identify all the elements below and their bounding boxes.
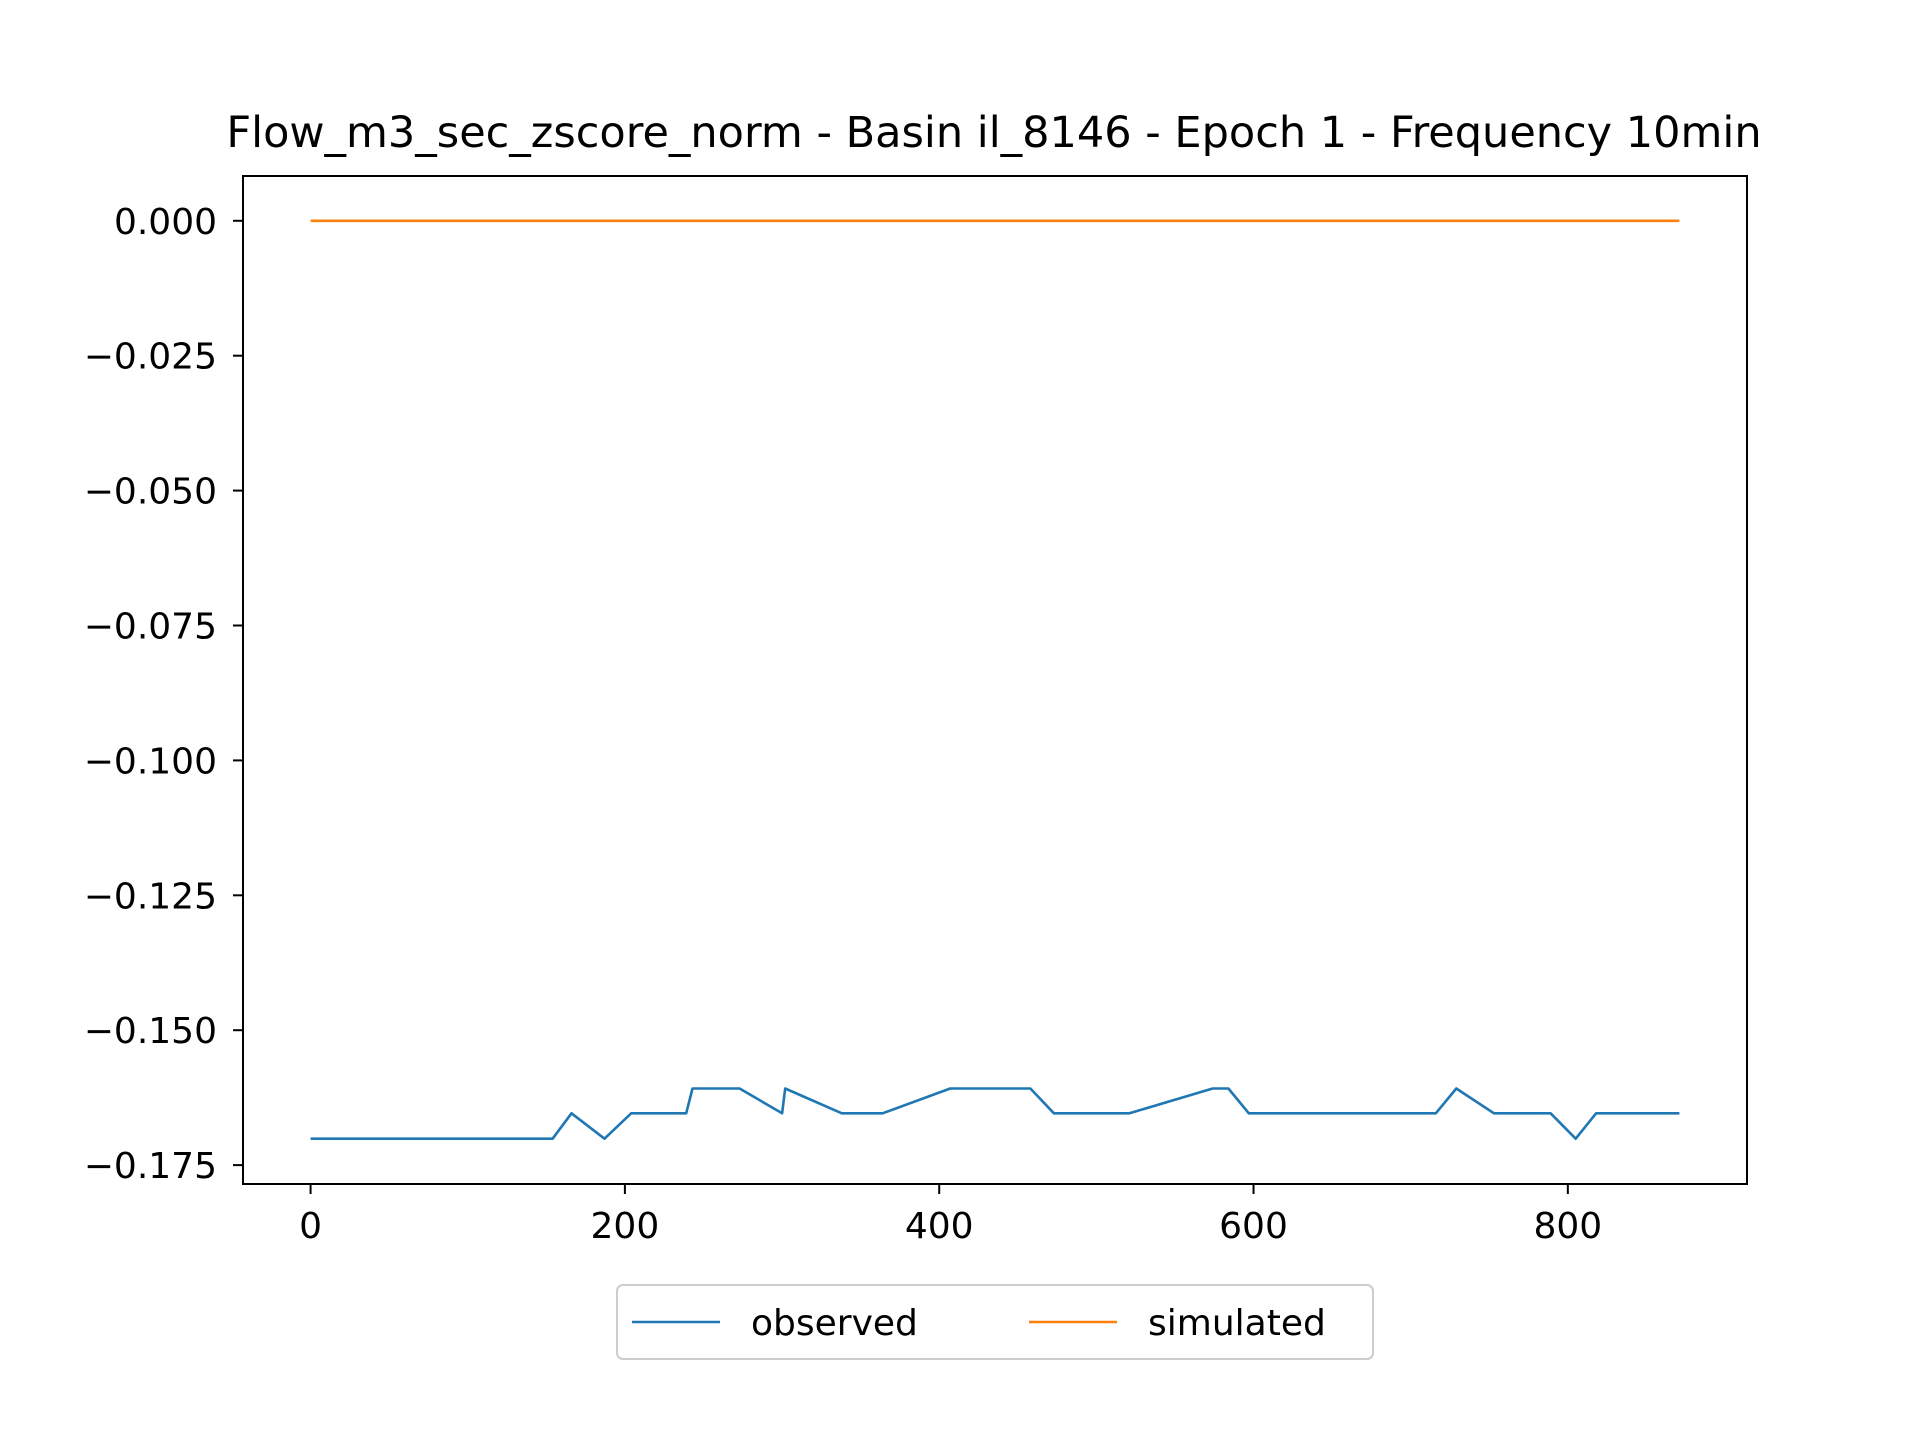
chart-title: Flow_m3_sec_zscore_norm - Basin il_8146 …: [226, 108, 1761, 158]
legend-label-simulated: simulated: [1148, 1303, 1326, 1344]
y-tick-label: −0.125: [84, 876, 217, 917]
x-tick-label: 600: [1219, 1206, 1288, 1247]
y-tick-label: −0.175: [84, 1146, 217, 1187]
legend-label-observed: observed: [751, 1303, 918, 1344]
axes-frame: [242, 175, 1748, 1185]
y-tick-label: −0.075: [84, 606, 217, 647]
legend-box: [616, 1284, 1374, 1360]
y-tick-label: −0.050: [84, 472, 217, 513]
series-line-observed: [310, 1087, 1680, 1140]
y-tick-label: −0.025: [84, 337, 217, 378]
y-tick-label: −0.150: [84, 1011, 217, 1052]
x-tick-label: 800: [1533, 1206, 1602, 1247]
plot-area: [310, 219, 1680, 1140]
x-axis: 0 200 400 600 800: [299, 1184, 1602, 1247]
x-tick-label: 0: [299, 1206, 322, 1247]
y-tick-label: 0.000: [114, 202, 217, 243]
y-tick-label: −0.100: [84, 741, 217, 782]
legend: observed simulated: [616, 1284, 1374, 1360]
x-tick-label: 200: [591, 1206, 660, 1247]
x-tick-label: 400: [905, 1206, 974, 1247]
y-axis: 0.000 −0.025 −0.050 −0.075 −0.100 −0.125 −0.15…: [84, 202, 243, 1187]
